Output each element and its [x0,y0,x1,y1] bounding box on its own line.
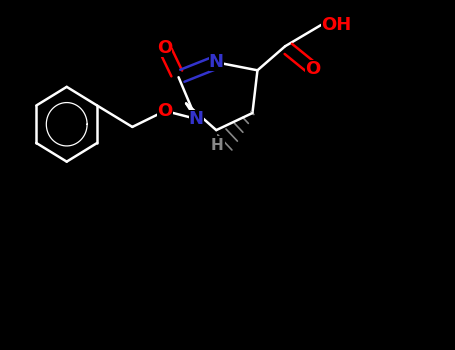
Text: N: N [189,110,204,128]
Text: O: O [157,102,172,120]
Text: O: O [305,60,320,78]
Text: H: H [211,138,224,153]
Text: OH: OH [321,16,352,34]
Text: N: N [209,53,224,71]
Text: O: O [157,39,172,57]
